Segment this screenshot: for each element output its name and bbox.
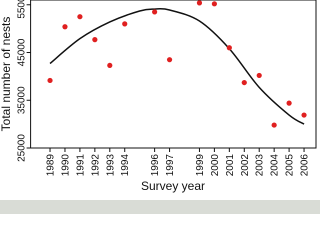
data-point: [286, 100, 292, 106]
data-point: [122, 21, 128, 27]
x-tick-label: 2005: [285, 154, 296, 177]
data-point: [47, 77, 53, 84]
y-tick-label: 45000: [17, 38, 28, 66]
x-tick-label: 2006: [300, 154, 311, 177]
x-tick-label: 1989: [46, 154, 57, 177]
data-point: [152, 9, 158, 15]
x-tick-label: 2001: [225, 154, 236, 177]
chart: Total number of nests Survey year 25000 3…: [0, 0, 320, 214]
data-point: [62, 24, 68, 30]
x-tick-label: 1993: [105, 154, 116, 177]
data-point: [271, 122, 277, 128]
data-point: [301, 112, 307, 118]
data-point: [92, 37, 98, 43]
data-point: [196, 0, 203, 6]
fit-line: [49, 7, 305, 125]
x-tick-label: 1999: [195, 154, 206, 177]
x-tick-label: 1992: [90, 154, 101, 177]
x-tick-label: 1991: [75, 154, 86, 177]
x-axis-label: Survey year: [141, 179, 205, 193]
data-point: [211, 1, 217, 7]
data-point: [107, 62, 113, 69]
x-tick-label: 2000: [210, 154, 221, 177]
data-point: [77, 14, 83, 20]
x-tick-label: 1996: [150, 154, 161, 177]
x-tick-label: 2003: [255, 154, 266, 177]
y-axis-label: Total number of nests: [0, 17, 13, 132]
data-point: [241, 79, 247, 86]
plot-frame: [30, 0, 317, 149]
y-tick-label: 55000: [17, 0, 28, 19]
y-tick-label: 25000: [17, 134, 28, 162]
caption-bar: [0, 200, 320, 214]
x-tick-label: 1997: [165, 154, 176, 177]
x-tick-label: 1990: [60, 154, 71, 177]
y-tick-label: 35000: [17, 86, 28, 114]
data-point: [256, 72, 262, 79]
x-tick-label: 2002: [240, 154, 251, 177]
x-tick-label: 1994: [120, 154, 131, 177]
data-point: [226, 45, 232, 51]
x-tick-label: 2004: [270, 154, 281, 177]
data-point: [166, 57, 173, 63]
